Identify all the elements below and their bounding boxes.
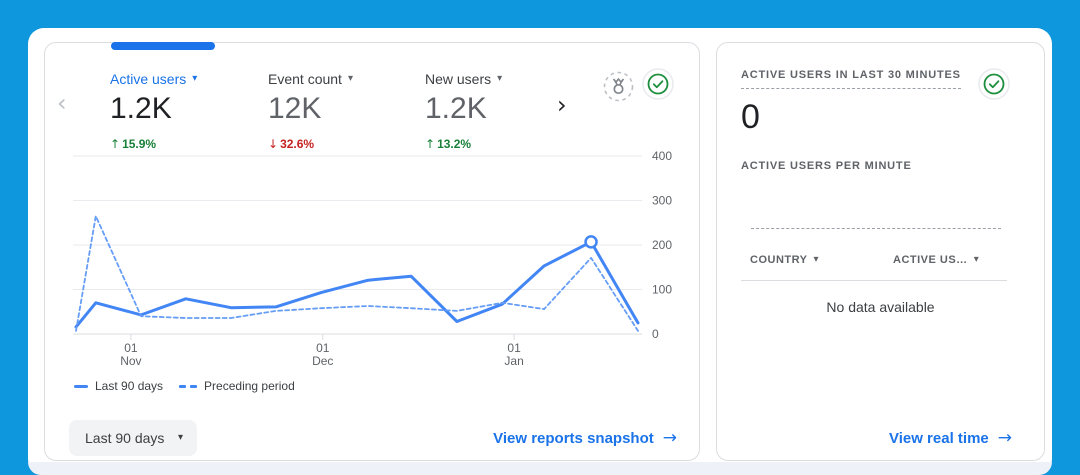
view-reports-snapshot-link[interactable]: View reports snapshot → — [493, 428, 677, 448]
metric-label: New users — [425, 71, 492, 87]
country-column-header[interactable]: COUNTRY ▾ — [750, 254, 820, 266]
caret-down-icon: ▾ — [177, 432, 183, 443]
no-data-message: No data available — [826, 299, 935, 315]
solid-line-swatch — [74, 384, 88, 388]
legend-item-current: Last 90 days — [74, 379, 163, 393]
caret-down-icon: ▾ — [973, 254, 980, 265]
per-minute-sparkline-baseline — [751, 228, 1001, 229]
page-background-strip — [28, 462, 1052, 475]
svg-text:01: 01 — [316, 341, 330, 355]
metric-delta: ↑ 15.9% — [110, 137, 157, 151]
active-users-30min-value: 0 — [741, 98, 760, 136]
realtime-title: ACTIVE USERS IN LAST 30 MINUTES — [741, 69, 961, 89]
data-quality-check-icon[interactable] — [978, 68, 1010, 105]
svg-text:200: 200 — [652, 238, 672, 252]
caret-down-icon: ▾ — [192, 73, 198, 84]
benchmarking-medal-icon[interactable] — [601, 69, 636, 109]
svg-text:Dec: Dec — [312, 354, 333, 368]
arrow-up-icon: ↑ — [425, 137, 436, 151]
page-canvas: ‹ Active users ▾ 1.2K ↑ 15.9% Event count… — [28, 28, 1052, 475]
svg-text:Nov: Nov — [120, 354, 141, 368]
svg-text:01: 01 — [124, 341, 138, 355]
active-users-column-header[interactable]: ACTIVE US… ▾ — [893, 254, 980, 266]
metric-tab-active-users[interactable]: Active users ▾ 1.2K ↑ 15.9% — [110, 71, 262, 151]
metric-label: Event count — [268, 71, 342, 87]
metric-label: Active users — [110, 71, 187, 87]
arrow-right-icon: → — [997, 428, 1012, 448]
arrow-down-icon: ↓ — [268, 137, 279, 151]
svg-text:01: 01 — [507, 341, 521, 355]
svg-text:0: 0 — [652, 327, 659, 341]
legend-item-preceding: Preceding period — [179, 379, 295, 393]
svg-text:100: 100 — [652, 283, 672, 297]
date-range-button[interactable]: Last 90 days ▾ — [69, 420, 197, 456]
metric-value: 12K — [268, 92, 322, 125]
svg-text:400: 400 — [652, 151, 672, 163]
data-quality-check-icon[interactable] — [642, 68, 674, 105]
view-real-time-link[interactable]: View real time → — [888, 428, 1012, 448]
caret-down-icon: ▾ — [497, 73, 503, 84]
metric-tab-new-users[interactable]: New users ▾ 1.2K ↑ 13.2% — [425, 71, 577, 151]
per-minute-label: ACTIVE USERS PER MINUTE — [741, 160, 912, 172]
metric-delta: ↑ 13.2% — [425, 137, 472, 151]
caret-down-icon: ▾ — [813, 254, 820, 265]
dashed-line-swatch — [179, 384, 198, 388]
arrow-up-icon: ↑ — [110, 137, 121, 151]
previous-metrics-button[interactable]: ‹ — [57, 89, 67, 117]
metric-value: 1.2K — [110, 92, 172, 125]
caret-down-icon: ▾ — [347, 73, 353, 84]
svg-text:300: 300 — [652, 194, 672, 208]
active-users-trend-chart: 0 100 200 300 400 01 Nov 01 Dec 01 Jan — [61, 149, 686, 386]
home-overview-card: ‹ Active users ▾ 1.2K ↑ 15.9% Event count… — [44, 42, 700, 461]
metric-delta: ↓ 32.6% — [268, 137, 315, 151]
arrow-right-icon: → — [662, 428, 677, 448]
table-divider — [741, 280, 1007, 281]
active-metric-tab-indicator — [111, 42, 215, 50]
metric-value: 1.2K — [425, 92, 487, 125]
svg-text:Jan: Jan — [504, 354, 523, 368]
next-metrics-button[interactable]: › — [557, 91, 567, 119]
chart-legend: Last 90 days Preceding period — [74, 379, 295, 393]
realtime-card: ACTIVE USERS IN LAST 30 MINUTES 0 ACTIVE… — [716, 42, 1045, 461]
metric-tab-event-count[interactable]: Event count ▾ 12K ↓ 32.6% — [268, 71, 420, 151]
